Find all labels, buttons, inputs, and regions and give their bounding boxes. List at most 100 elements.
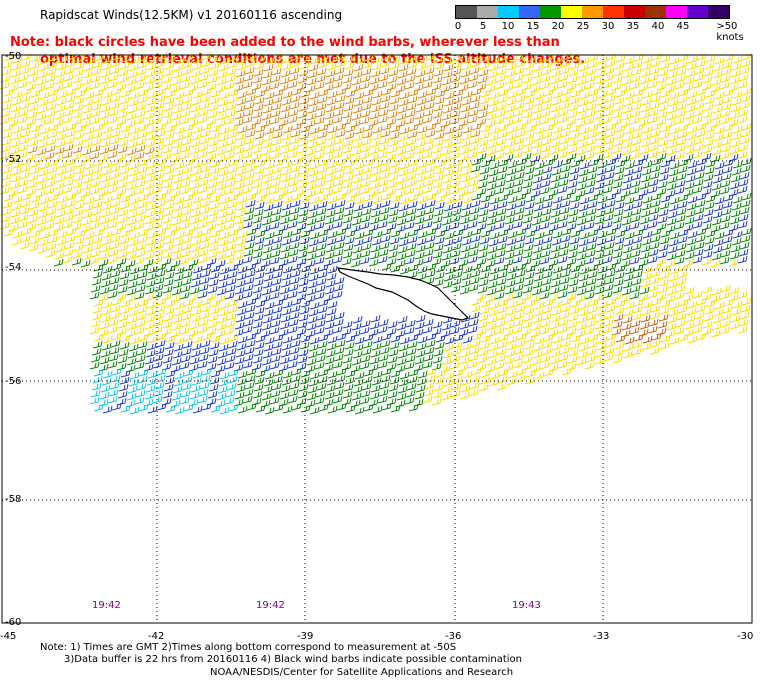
wind-barb	[521, 152, 532, 161]
wind-barb	[242, 325, 253, 334]
wind-barb	[326, 307, 337, 316]
wind-barb	[317, 95, 328, 104]
wind-barb	[740, 59, 751, 68]
wind-barb	[596, 97, 607, 106]
wind-barb	[217, 280, 228, 289]
wind-barb	[678, 123, 689, 132]
wind-barb	[153, 73, 164, 82]
wind-barb	[614, 201, 625, 210]
wind-barb	[290, 164, 301, 173]
wind-barb	[523, 103, 534, 112]
wind-barb	[695, 234, 706, 243]
wind-barb	[264, 161, 275, 170]
wind-barb	[279, 216, 290, 225]
wind-barb	[452, 95, 463, 104]
wind-barb	[210, 299, 221, 308]
wind-barb	[611, 117, 622, 126]
wind-barb	[550, 139, 561, 148]
wind-barb	[10, 104, 21, 113]
wind-barb	[649, 311, 660, 320]
wind-barb	[560, 339, 571, 348]
wind-barb	[702, 145, 713, 154]
wind-barb	[182, 95, 193, 104]
wind-barb	[161, 327, 172, 336]
wind-barb	[2, 60, 13, 69]
wind-barb	[460, 209, 471, 218]
wind-barb	[711, 182, 722, 191]
wind-barb	[154, 66, 165, 75]
wind-barb	[594, 321, 605, 330]
wind-barb	[126, 217, 137, 226]
wind-barb	[424, 66, 435, 75]
wind-barb	[71, 257, 82, 266]
wind-barb	[452, 340, 463, 349]
wind-barb	[360, 74, 371, 83]
wind-barb	[252, 390, 263, 399]
wind-barb	[444, 231, 455, 240]
wind-barb	[396, 322, 407, 331]
wind-barb	[738, 213, 749, 222]
wind-barb	[478, 103, 489, 112]
wind-barb	[197, 115, 208, 124]
wind-barb	[378, 353, 389, 362]
wind-barb	[675, 284, 686, 293]
wind-barb	[371, 132, 382, 141]
wind-barb	[530, 224, 541, 233]
wind-barb	[377, 255, 388, 264]
wind-barb	[435, 89, 446, 98]
wind-barb	[72, 180, 83, 189]
wind-barb	[278, 328, 289, 337]
wind-barb	[8, 188, 19, 197]
wind-barb	[120, 89, 131, 98]
wind-barb	[137, 130, 148, 139]
wind-barb	[495, 74, 506, 83]
wind-barb	[550, 279, 561, 288]
wind-barb	[460, 69, 471, 78]
wind-barb	[71, 82, 82, 91]
wind-barb	[65, 129, 76, 138]
wind-barb	[540, 74, 551, 83]
wind-barb	[363, 158, 374, 167]
wind-barb	[703, 208, 714, 217]
wind-barb	[108, 318, 119, 327]
wind-barb	[18, 178, 29, 187]
wind-barb	[2, 200, 13, 209]
wind-barb	[468, 178, 479, 187]
wind-barb	[561, 297, 572, 306]
wind-barb	[26, 82, 37, 91]
wind-barb	[614, 61, 625, 70]
wind-barb	[541, 172, 552, 181]
wind-barb	[129, 126, 140, 135]
wind-barb	[296, 362, 307, 371]
wind-barb	[201, 367, 212, 376]
wind-barb	[262, 315, 273, 324]
wind-barb	[80, 119, 91, 128]
wind-barb	[287, 80, 298, 89]
wind-barb	[705, 89, 716, 98]
wind-barb	[155, 234, 166, 243]
wind-barb	[161, 117, 172, 126]
wind-barb	[228, 123, 239, 132]
wind-barb	[624, 91, 635, 100]
wind-barb	[46, 242, 57, 251]
wind-barb	[741, 122, 752, 131]
wind-barb	[163, 383, 174, 392]
wind-barb	[398, 203, 409, 212]
wind-barb	[233, 293, 244, 302]
wind-barb	[216, 392, 227, 401]
wind-barb	[685, 69, 696, 78]
wind-barb	[399, 371, 410, 380]
wind-barb	[325, 349, 336, 358]
wind-barb	[523, 68, 534, 77]
wind-barb	[47, 95, 58, 104]
wind-barb	[568, 138, 579, 147]
wind-barb	[642, 90, 653, 99]
wind-barb	[253, 103, 264, 112]
wind-barb	[53, 223, 64, 232]
wind-barb	[381, 332, 392, 341]
wind-barb	[723, 298, 734, 307]
wind-barb	[363, 368, 374, 377]
wind-barb	[199, 136, 210, 145]
wind-barb	[289, 241, 300, 250]
wind-barb	[660, 229, 671, 238]
